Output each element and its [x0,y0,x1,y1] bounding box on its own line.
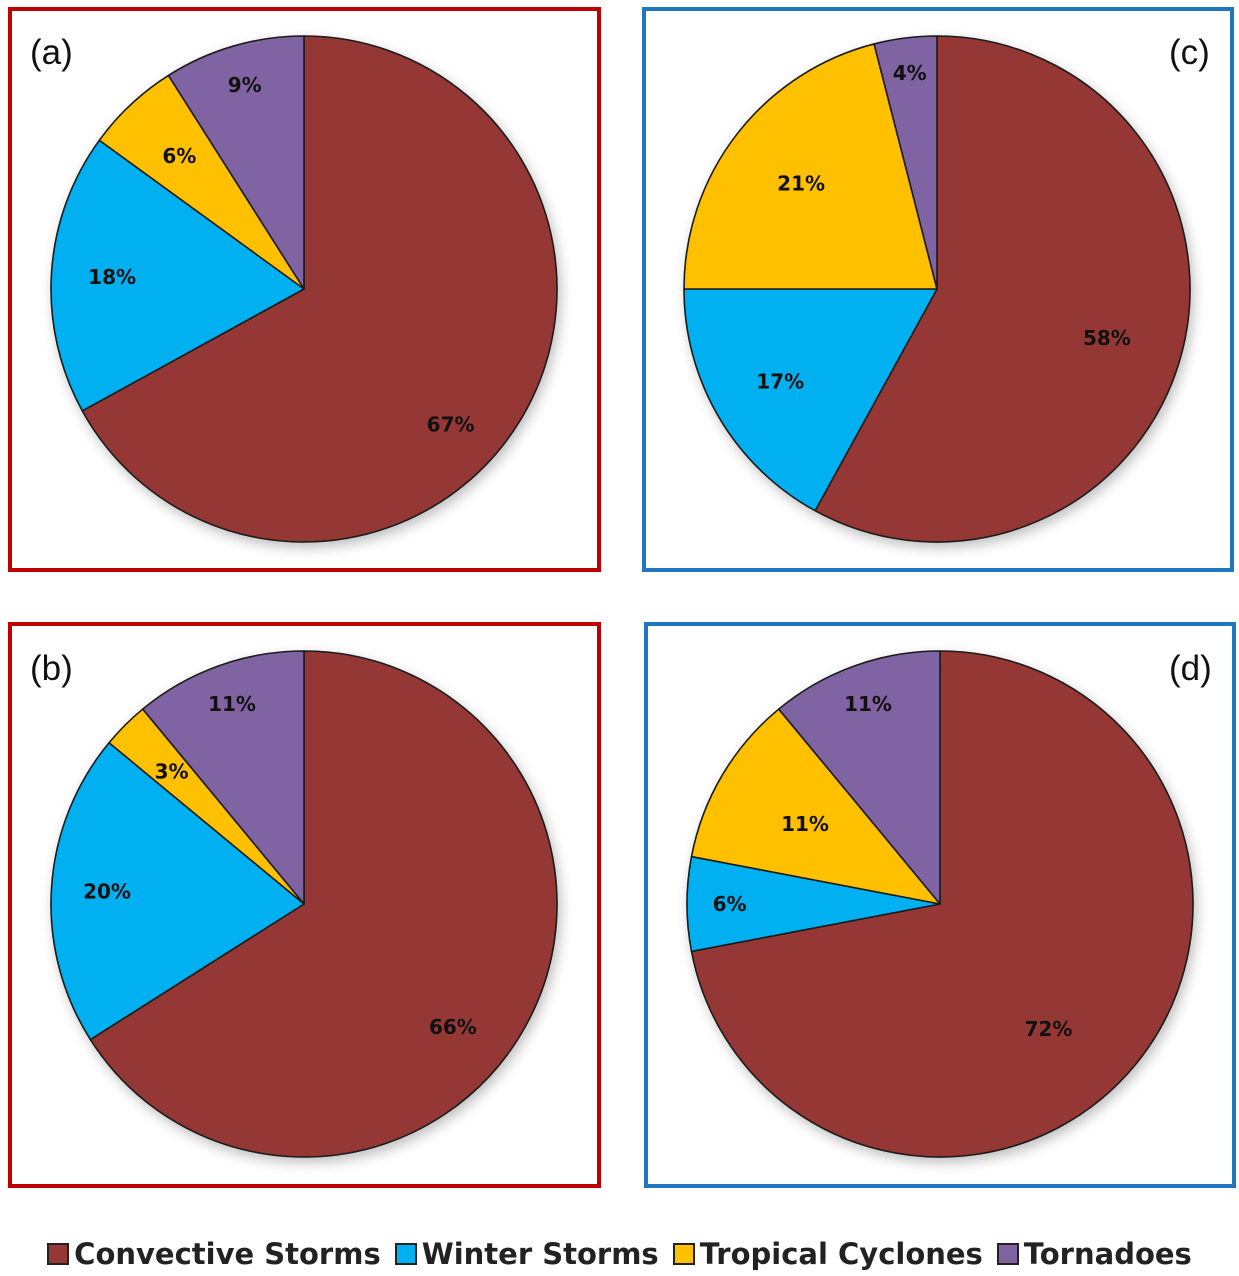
legend-label-convective-storms: Convective Storms [74,1237,381,1271]
legend-item-convective-storms: Convective Storms [47,1237,381,1271]
legend-label-tropical-cyclones: Tropical Cyclones [699,1237,983,1271]
pie-chart-a: 67% 18% 6% 9% (a) [30,33,558,543]
pie-d-slice-convective-storms [690,650,1194,1158]
pie-a-slice-tornadoes [167,35,305,290]
pie-chart-b: 66% 20% 3% 11% (b) [30,649,558,1158]
panel-label-d: (d) [1169,649,1212,688]
pie-d-slice-tornadoes [777,650,941,905]
pie-b-slice-convective-storms [89,650,558,1158]
panel-label-a: (a) [30,33,73,72]
legend-label-tornadoes: Tornadoes [1023,1237,1192,1271]
legend-item-tornadoes: Tornadoes [996,1237,1192,1271]
pie-a-label-convective-storms: 67% [427,413,475,437]
legend-swatch-tornadoes [996,1243,1019,1265]
legend-swatch-winter-storms [394,1243,417,1265]
pie-a-label-winter-storms: 18% [88,265,136,289]
pie-c-label-winter-storms: 17% [756,370,804,394]
pie-a-label-tropical-cyclones: 6% [162,144,196,168]
pie-d-label-tornadoes: 11% [844,692,892,716]
chart-legend: Convective Storms Winter Storms Tropical… [0,1232,1239,1276]
pie-a-slice-winter-storms [50,139,305,412]
pie-chart-d: 72% 6% 11% 11% (d) [686,649,1212,1158]
pie-c-slice-tropical-cyclones [683,43,938,290]
pie-c-label-tropical-cyclones: 21% [777,172,825,196]
pie-c-label-convective-storms: 58% [1083,326,1131,350]
pie-b-label-convective-storms: 66% [429,1015,477,1039]
legend-label-winter-storms: Winter Storms [421,1237,659,1271]
pie-chart-c: 58% 17% 21% 4% (c) [683,33,1210,543]
pie-c-slice-convective-storms [814,35,1191,543]
legend-item-winter-storms: Winter Storms [394,1237,659,1271]
pie-b-label-tropical-cyclones: 3% [155,760,189,784]
pie-c-slice-winter-storms [683,288,938,512]
pie-d-label-tropical-cyclones: 11% [781,812,829,836]
pie-b-label-tornadoes: 11% [208,692,256,716]
pie-c-label-tornadoes: 4% [893,61,927,85]
legend-swatch-convective-storms [47,1243,70,1265]
pie-d-label-winter-storms: 6% [713,892,747,916]
pie-a-label-tornadoes: 9% [228,73,262,97]
panel-label-b: (b) [30,649,73,688]
pie-b-slice-tornadoes [141,650,305,905]
pie-c-slice-tornadoes [873,35,938,290]
panel-label-c: (c) [1169,33,1210,72]
legend-item-tropical-cyclones: Tropical Cyclones [672,1237,983,1271]
pie-b-label-winter-storms: 20% [83,880,131,904]
legend-swatch-tropical-cyclones [672,1243,695,1265]
pie-d-label-convective-storms: 72% [1025,1017,1073,1041]
pie-b-slice-winter-storms [50,741,305,1041]
pie-charts-canvas: 67% 18% 6% 9% (a) 66% 20% 3% 11% (b) 58% 17% 21%… [30,33,1212,1158]
pie-d-slice-tropical-cyclones [690,708,941,905]
pie-a-slice-convective-storms [81,35,558,543]
